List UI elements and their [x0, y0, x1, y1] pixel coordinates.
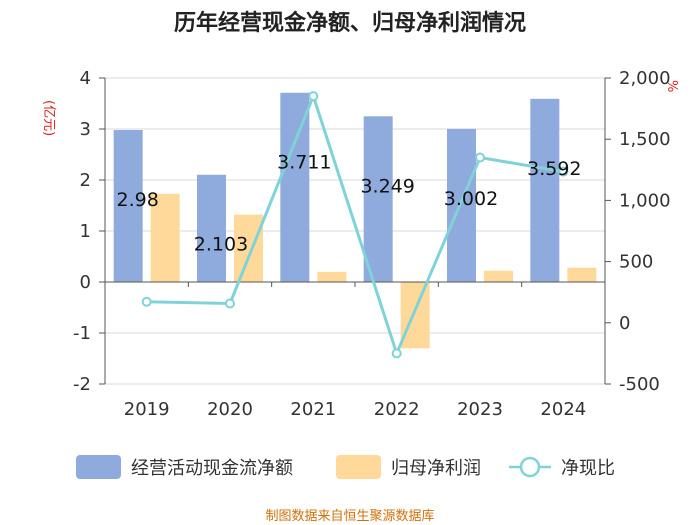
left-tick-label: -1 — [73, 323, 91, 344]
right-tick-label: 500 — [619, 252, 653, 273]
bar-net-profit — [317, 271, 347, 282]
data-label: 2.103 — [194, 234, 248, 256]
line-point — [558, 166, 569, 177]
line-point — [141, 296, 152, 307]
x-tick-label: 2022 — [374, 399, 420, 420]
legend-swatch-line-marker — [519, 456, 541, 478]
line-net-cash-ratio — [146, 91, 564, 358]
right-tick-label: 1,000 — [619, 190, 671, 211]
right-tick-label: -500 — [619, 374, 660, 395]
line-point — [308, 91, 319, 102]
bar-net-profit — [400, 282, 430, 349]
right-axis-unit: % — [664, 80, 679, 92]
data-label: 2.98 — [117, 189, 159, 211]
left-tick-label: 2 — [80, 170, 91, 191]
bar-cashflow — [363, 116, 393, 283]
bar-net-profit — [234, 214, 263, 282]
bar-cashflow — [197, 174, 226, 282]
line-point — [391, 348, 402, 359]
data-label: 3.249 — [360, 175, 414, 197]
left-tick-label: 4 — [80, 68, 91, 89]
data-label: 3.002 — [444, 188, 498, 210]
data-label: 3.711 — [277, 152, 331, 174]
line-point — [225, 298, 235, 309]
left-tick-label: 1 — [80, 221, 91, 242]
x-tick-label: 2020 — [207, 399, 253, 420]
legend-swatch-cashflow — [76, 455, 121, 479]
grid-layer — [105, 77, 605, 385]
left-tick-label: 3 — [80, 119, 91, 140]
chart-title: 历年经营现金净额、归母净利润情况 — [174, 10, 526, 36]
left-tick-label: 0 — [80, 272, 91, 293]
bar-net-profit — [150, 193, 180, 282]
bar-net-profit — [484, 270, 513, 282]
bars-layer — [113, 92, 597, 349]
bar-cashflow — [530, 98, 560, 282]
legend-label-net-profit: 归母净利润 — [391, 458, 481, 479]
right-tick-label: 2,000 — [619, 68, 671, 89]
line-layer — [141, 91, 569, 359]
x-tick-label: 2023 — [457, 399, 503, 420]
right-tick-label: 1,500 — [619, 129, 671, 150]
bar-cashflow — [280, 92, 310, 282]
left-axis-unit: (亿元) — [41, 100, 56, 136]
x-tick-label: 2019 — [124, 399, 170, 420]
line-point — [475, 152, 485, 163]
axis-layer: 4 3 2 1 0 -1 -2 2,000 1,500 1,000 500 0 -500 2019 2020… — [73, 68, 670, 420]
data-label: 3.592 — [527, 158, 581, 180]
left-tick-label: -2 — [73, 374, 91, 395]
bar-net-profit — [567, 267, 597, 282]
right-tick-label: 0 — [619, 313, 630, 334]
legend-swatch-net-profit — [336, 455, 381, 479]
x-tick-label: 2021 — [290, 399, 336, 420]
legend-label-ratio: 净现比 — [561, 458, 615, 479]
legend-label-cashflow: 经营活动现金流净额 — [131, 458, 293, 479]
bar-cashflow — [447, 128, 476, 282]
bar-cashflow — [113, 130, 143, 282]
label-layer: 2.98 2.103 3.711 3.249 3.002 3.592 — [117, 152, 582, 256]
x-tick-label: 2024 — [540, 399, 586, 420]
source-note: 制图数据来自恒生聚源数据库 — [265, 508, 434, 524]
legend: 经营活动现金流净额 归母净利润 净现比 — [76, 455, 615, 479]
